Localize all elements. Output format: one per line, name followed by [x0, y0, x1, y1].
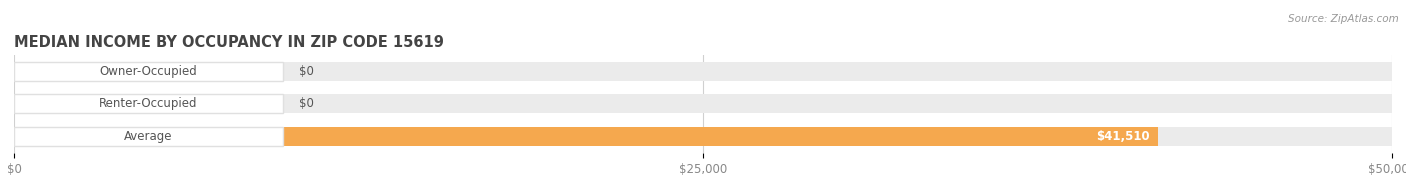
Text: Average: Average: [124, 130, 173, 143]
Text: MEDIAN INCOME BY OCCUPANCY IN ZIP CODE 15619: MEDIAN INCOME BY OCCUPANCY IN ZIP CODE 1…: [14, 34, 444, 50]
Text: $41,510: $41,510: [1097, 130, 1150, 143]
Bar: [14, 94, 1392, 113]
Bar: [14, 94, 283, 113]
Text: Renter-Occupied: Renter-Occupied: [100, 97, 198, 110]
Text: $0: $0: [299, 65, 314, 78]
Bar: [14, 127, 1159, 146]
Text: $0: $0: [299, 97, 314, 110]
Text: Source: ZipAtlas.com: Source: ZipAtlas.com: [1288, 14, 1399, 24]
Bar: [14, 62, 1392, 81]
Bar: [14, 127, 283, 146]
Bar: [14, 127, 1392, 146]
Text: Owner-Occupied: Owner-Occupied: [100, 65, 197, 78]
Bar: [14, 62, 283, 81]
